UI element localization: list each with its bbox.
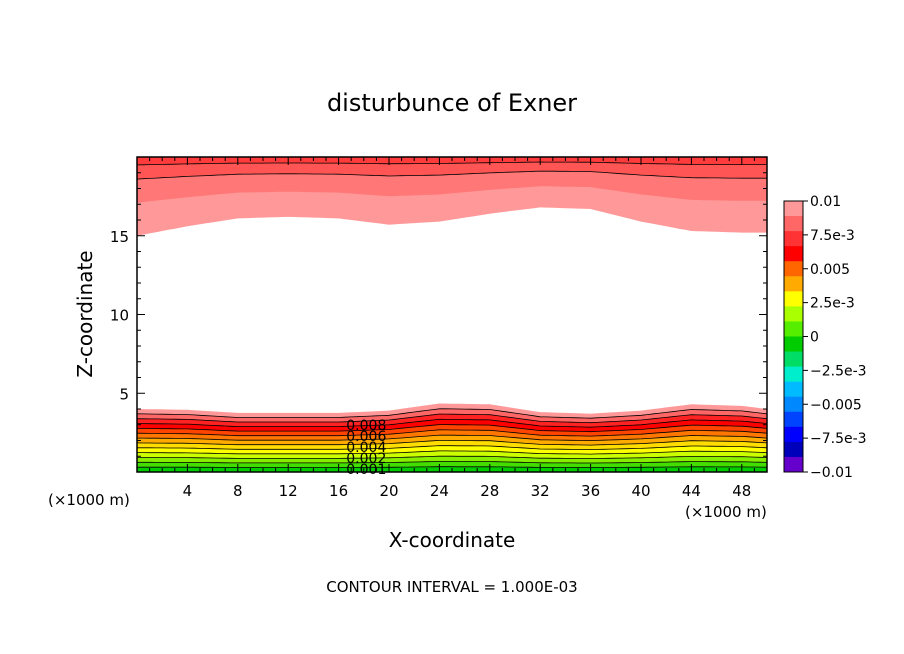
colorbar-swatch [784,216,803,232]
colorbar-swatch [784,351,803,368]
colorbar-tick-label: 7.5e-3 [810,228,855,244]
colorbar-swatch [784,441,803,458]
colorbar-tick-label: 0.01 [810,194,841,210]
colorbar-swatch [784,201,803,217]
contour-label: 0.004 [346,440,386,456]
x-tick-label: 12 [279,482,298,500]
colorbar-swatch [784,231,803,247]
x-tick-label: 48 [732,482,751,500]
contour-line [136,439,768,446]
colorbar-swatch [784,411,803,428]
contour-label: 0.002 [346,451,386,467]
x-tick-label: 44 [682,482,701,500]
x-tick-label: 32 [531,482,550,500]
contour-line [136,170,767,180]
colorbar-tick-label: −2.5e-3 [810,363,867,379]
contour-line [137,450,768,455]
x-tick-label: 40 [631,482,650,500]
colorbar: 0.01 7.5e-3 0.005 2.5e-3 0 −2.5e-3 −0.005 −7.5e… [783,194,867,481]
contour-label: 0.006 [346,429,386,445]
contour-line [137,466,768,468]
colorbar-swatch [784,321,803,337]
colorbar-swatch [784,366,803,383]
contour-line [136,429,768,437]
y-tick-label: 5 [119,385,129,403]
contour-line [137,461,768,464]
colorbar-tick-label: 0 [810,330,819,346]
y-tick-label: 10 [110,307,129,325]
colorbar-swatch [784,291,803,307]
colorbar-swatch [784,381,803,398]
contour-line [136,418,768,428]
contour-line [136,413,768,424]
x-tick-label: 16 [329,482,348,500]
x-axis-label: X-coordinate [389,528,516,552]
contour-lines [136,161,768,468]
x-tick-label: 4 [183,482,193,500]
x-tick-label: 36 [581,482,600,500]
contour-interval-note: CONTOUR INTERVAL = 1.000E-03 [326,578,577,596]
x-tick-label: 28 [480,482,499,500]
colorbar-swatch [784,246,803,262]
y-axis-label: Z-coordinate [73,250,97,377]
colorbar-swatch [784,396,803,413]
x-tick-label: 24 [430,482,449,500]
colorbar-tick-label: 2.5e-3 [810,296,855,312]
colorbar-tick-label: −7.5e-3 [810,431,867,447]
y-axis: 5 10 15 [110,172,767,457]
y-tick-label: 15 [110,228,129,246]
contour-line [136,408,768,419]
contour-label: 0.008 [346,418,386,434]
colorbar-tick-label: −0.01 [810,465,853,481]
x-unit-right: (×1000 m) [685,503,767,521]
colorbar-swatch [784,336,803,353]
contour-label: 0.001 [346,462,386,478]
chart-title: disturbunce of Exner [327,89,577,117]
colorbar-swatch [784,306,803,322]
contour-line [136,424,768,433]
contour-line [137,445,768,451]
contour-line [136,161,767,166]
x-unit-left: (×1000 m) [48,491,130,509]
x-axis: 4 8 12 16 20 24 28 32 36 40 44 48 [149,157,755,500]
colorbar-tick-label: 0.005 [810,262,850,278]
x-tick-label: 8 [233,482,243,500]
contour-line [137,434,768,442]
x-tick-label: 20 [379,482,398,500]
colorbar-swatch [784,276,803,292]
colorbar-swatch [784,426,803,443]
contour-line [137,455,768,460]
colorbar-tick-label: −0.005 [810,397,862,413]
colorbar-swatch [784,261,803,277]
colorbar-swatch [784,456,803,473]
